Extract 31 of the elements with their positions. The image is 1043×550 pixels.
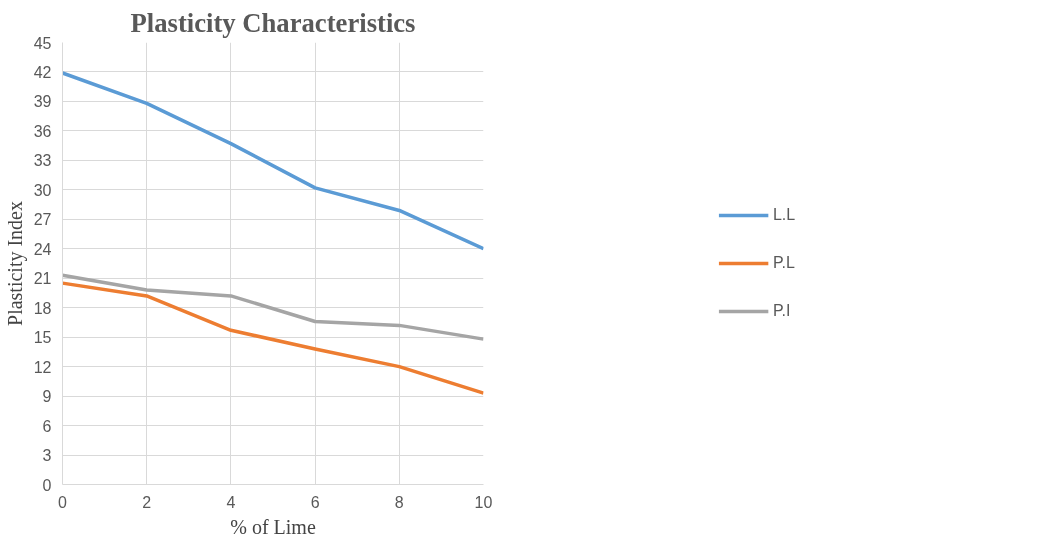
y-tick-label: 18 <box>33 299 52 317</box>
y-tick-label: 27 <box>33 211 52 229</box>
y-tick-label: 15 <box>33 329 52 347</box>
x-tick-label: 4 <box>226 493 236 511</box>
line-series <box>62 71 484 251</box>
y-tick-label: 45 <box>33 34 52 52</box>
legend-label: L.L <box>772 206 796 224</box>
x-tick-label: 0 <box>58 493 68 511</box>
chart-title: Plasticity Characteristics <box>130 7 416 38</box>
y-tick-label: 6 <box>42 417 52 435</box>
line-series <box>62 273 484 341</box>
y-tick-label: 33 <box>33 152 52 170</box>
y-tick-label: 12 <box>33 358 52 376</box>
legend-label: P.L <box>772 254 795 272</box>
y-axis-title: Plasticity Index <box>3 201 27 326</box>
y-tick-label: 36 <box>33 122 52 140</box>
x-tick-label: 10 <box>474 493 493 511</box>
x-axis-title: % of Lime <box>230 515 316 538</box>
x-tick-label: 8 <box>394 493 404 511</box>
y-tick-label: 9 <box>42 388 52 406</box>
y-tick-label: 3 <box>42 447 52 465</box>
x-tick-label: 2 <box>142 493 152 511</box>
legend-label: P.I <box>772 302 792 320</box>
y-tick-label: 0 <box>42 476 52 494</box>
y-tick-label: 24 <box>33 240 52 258</box>
x-tick-label: 6 <box>310 493 320 511</box>
y-tick-label: 42 <box>33 63 52 81</box>
y-tick-label: 39 <box>33 93 52 111</box>
y-tick-label: 30 <box>33 181 52 199</box>
y-tick-label: 21 <box>33 270 52 288</box>
line-series <box>62 281 484 395</box>
